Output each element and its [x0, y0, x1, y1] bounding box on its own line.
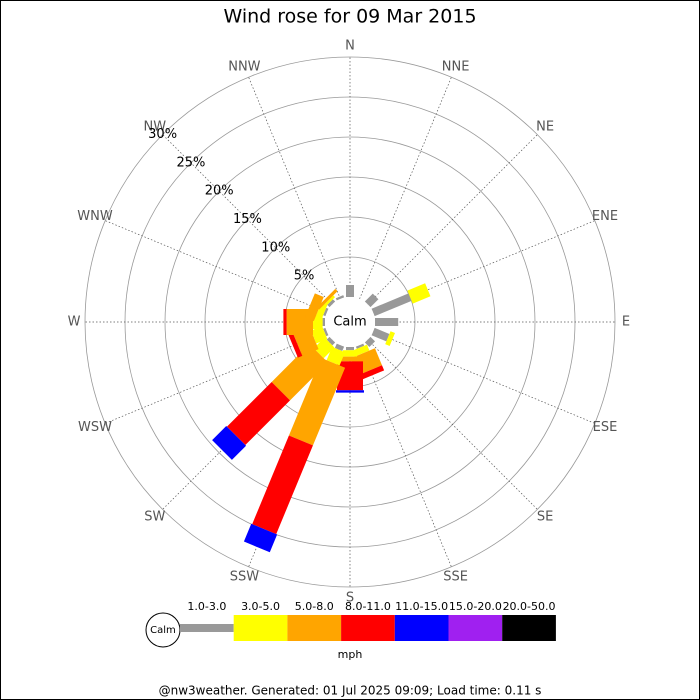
bar-segment: [322, 318, 325, 326]
bar-segment: [313, 337, 335, 359]
spoke: [367, 134, 538, 305]
chart-title: Wind rose for 09 Mar 2015: [223, 6, 476, 28]
bar-segment: [334, 343, 345, 352]
bar-segment: [288, 357, 346, 446]
bar-segment: [364, 293, 379, 308]
spoke: [367, 339, 538, 510]
bar-segment: [364, 336, 376, 348]
footer: @nw3weather. Generated: 01 Jul 2025 09:0…: [159, 684, 542, 698]
direction-label: SSE: [443, 569, 468, 584]
bar-segment: [252, 435, 313, 535]
r-tick-label: 30%: [148, 127, 177, 142]
bar-segment: [346, 347, 354, 351]
legend-swatch: [448, 615, 503, 641]
legend-label: 1.0-3.0: [187, 600, 226, 613]
direction-label: NW: [144, 119, 167, 134]
bar-segment: [371, 293, 412, 317]
bar-segment: [271, 344, 328, 401]
bar-segment: [226, 381, 291, 446]
direction-label: E: [622, 315, 630, 330]
bar-segment: [357, 365, 385, 381]
direction-label: ENE: [592, 209, 618, 224]
bar-segment: [287, 331, 303, 358]
bar-segment: [212, 425, 247, 460]
calm-circle: [325, 297, 375, 347]
spoke: [105, 331, 328, 424]
spoke: [359, 344, 452, 567]
bar-segment: [243, 523, 278, 553]
ring: [84, 56, 616, 588]
direction-label: NNW: [228, 60, 260, 75]
legend-label: 5.0-8.0: [295, 600, 334, 613]
bar-segment: [323, 295, 336, 308]
legend-swatch: [394, 615, 449, 641]
legend-swatch: [233, 615, 288, 641]
direction-label: SE: [537, 510, 553, 525]
bar-segment: [375, 318, 399, 326]
r-tick-label: 5%: [294, 269, 315, 284]
legend-label: 8.0-11.0: [345, 600, 391, 613]
direction-label: N: [345, 39, 355, 54]
direction-label: WNW: [77, 209, 113, 224]
bar-segment: [323, 307, 329, 317]
bar-segment: [335, 295, 345, 301]
direction-label: NNE: [442, 60, 470, 75]
r-tick-label: 20%: [205, 184, 234, 199]
bar-segment: [343, 350, 357, 357]
bar-segment: [304, 293, 324, 322]
bar-segment: [371, 327, 390, 342]
ring: [244, 216, 456, 428]
direction-label: S: [346, 591, 354, 606]
bar-segment: [337, 356, 363, 362]
bar-segment: [326, 336, 336, 346]
bar-segment: [313, 315, 323, 329]
legend-label: 3.0-5.0: [241, 600, 280, 613]
calm-label: Calm: [333, 315, 366, 330]
spoke: [372, 331, 595, 424]
legend-label: 15.0-20.0: [449, 600, 502, 613]
bar-segment: [407, 283, 431, 304]
spoke: [359, 77, 452, 300]
legend-label: 20.0-50.0: [503, 600, 556, 613]
direction-label: NE: [536, 119, 554, 134]
bar-segment: [354, 344, 370, 356]
ring: [164, 136, 536, 508]
legend-swatch: [180, 624, 234, 632]
bar-segment: [323, 327, 329, 337]
legend-swatch: [287, 615, 342, 641]
spoke: [248, 77, 341, 300]
direction-label: WSW: [78, 420, 112, 435]
direction-label: SSW: [230, 569, 260, 584]
direction-label: ESE: [593, 420, 618, 435]
legend-swatch: [502, 615, 556, 641]
r-tick-label: 10%: [261, 240, 290, 255]
spoke: [105, 220, 328, 313]
bar-segment: [283, 309, 287, 335]
legend-label: 11.0-15.0: [395, 600, 448, 613]
bar-segment: [316, 288, 338, 310]
unit-label: mph: [338, 648, 363, 661]
bar-segment: [385, 331, 395, 346]
legend-calm-label: Calm: [150, 625, 176, 636]
bar-segment: [327, 299, 336, 308]
r-tick-label: 25%: [176, 155, 205, 170]
bar-segment: [310, 326, 328, 344]
r-tick-label: 15%: [233, 212, 262, 227]
legend-swatch: [341, 615, 395, 641]
bar-segment: [355, 343, 365, 349]
bar-segment: [326, 346, 346, 366]
bar-segment: [336, 390, 364, 393]
spoke: [162, 134, 333, 305]
bar-segment: [346, 285, 354, 297]
direction-label: SW: [144, 510, 165, 525]
direction-label: W: [68, 315, 81, 330]
